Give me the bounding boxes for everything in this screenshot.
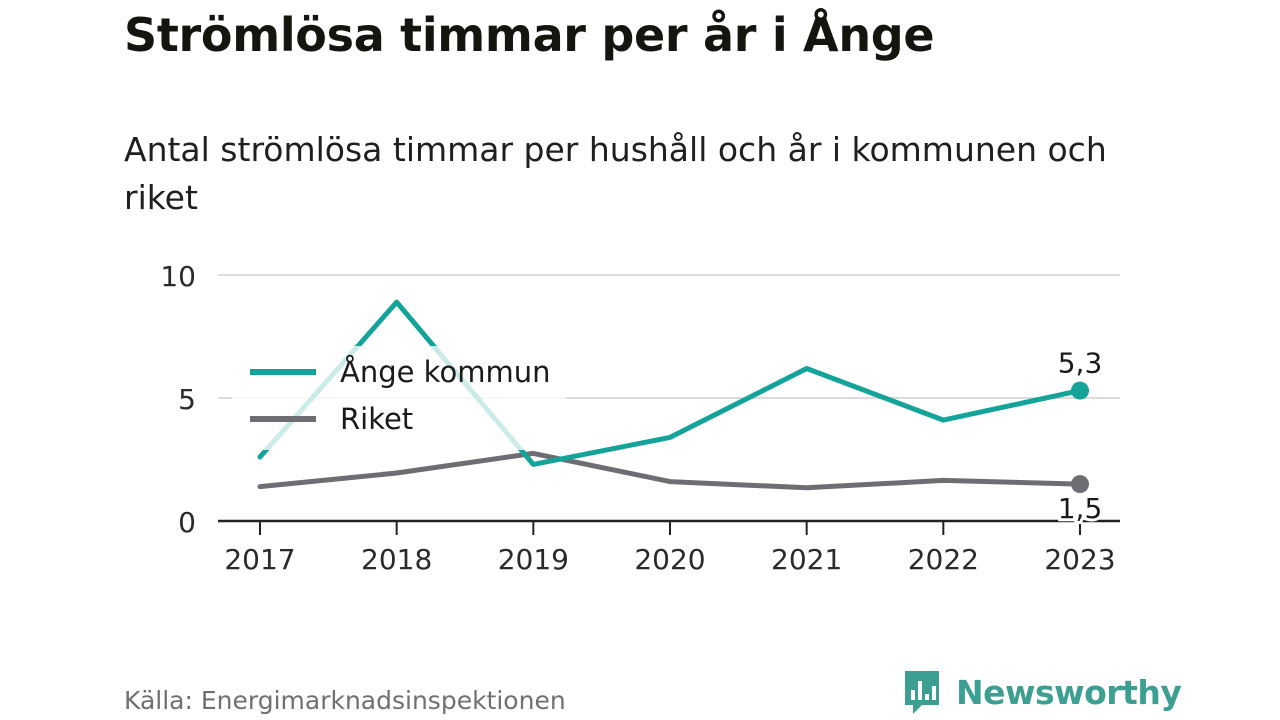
data-point [1071,381,1089,400]
series-line [257,450,1083,491]
bar-chart-icon [905,671,939,714]
legend-label: Riket [340,402,413,436]
line-chart: 0 5 10 2017 2018 2019 2020 2021 2022 2023 Ånge kom… [160,260,1120,576]
x-tick-label: 2019 [498,543,569,576]
y-tick-label: 10 [160,260,196,293]
series-line [257,299,1083,467]
x-tick-label: 2023 [1044,543,1115,576]
x-tick-label: 2017 [224,543,295,576]
legend-label: Ånge kommun [340,355,550,389]
data-label: 1,5 [1058,492,1103,525]
x-tick-label: 2021 [771,543,842,576]
chart-title: Strömlösa timmar per år i Ånge [124,8,935,62]
data-point [1071,475,1089,494]
source-note: Källa: Energimarknadsinspektionen [124,686,566,715]
data-label: 5,3 [1058,347,1103,380]
x-tick-label: 2020 [634,543,705,576]
chart-subtitle: Antal strömlösa timmar per hushåll och å… [124,130,1107,217]
x-tick-label: 2022 [908,543,979,576]
legend-background [232,346,566,450]
newsworthy-logo: Newsworthy [902,668,1182,716]
brand-name: Newsworthy [956,672,1182,712]
y-tick-label: 0 [178,506,196,539]
y-tick-label: 5 [178,383,196,416]
x-tick-label: 2018 [361,543,432,576]
